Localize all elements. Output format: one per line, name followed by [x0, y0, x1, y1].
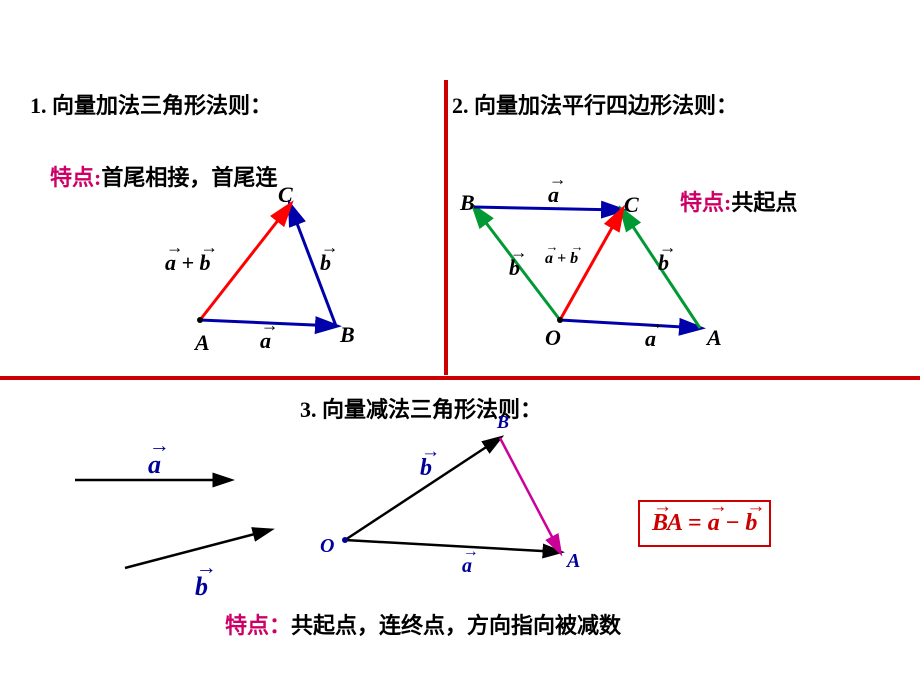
label-a-2top: a [548, 182, 559, 208]
point-C-1: C [278, 182, 293, 208]
point-O-3: O [320, 535, 334, 558]
label-b-1: b [320, 250, 331, 276]
parallelogram-diagram [450, 0, 920, 380]
point-B-3: B [497, 412, 509, 433]
label-b-standalone: b [195, 572, 208, 602]
slide-container: 1. 向量加法三角形法则： 特点:首尾相接，首尾连 A B C a b a + … [0, 0, 920, 690]
vector-BA-sub [500, 438, 560, 552]
label-a-sub: a [462, 555, 472, 578]
point-A-3: A [567, 550, 580, 573]
triangle-sub-diagram [300, 410, 620, 630]
feature-prefix-3: 特点： [225, 613, 291, 638]
feature-text-3: 共起点，连终点，方向指向被减数 [291, 613, 621, 638]
label-ab-1: a + b [165, 250, 211, 276]
point-A-1: A [195, 330, 210, 356]
vector-OA [560, 320, 700, 328]
label-a-1: a [260, 328, 271, 354]
label-b-sub: b [420, 455, 432, 482]
vector-ab-AC [200, 205, 290, 320]
label-ab-2: a + b [545, 250, 578, 268]
label-a-standalone: a [148, 450, 161, 480]
vector-OA-sub [345, 540, 560, 552]
formula-BA: BA = a − b [638, 500, 771, 547]
point-O-2: O [545, 325, 561, 351]
label-a-2bot: a [645, 326, 656, 352]
label-b-2right: b [658, 250, 669, 276]
section3-feature: 特点：共起点，连终点，方向指向被减数 [225, 608, 621, 640]
point-B-2: B [460, 190, 475, 216]
point-A-2: A [707, 325, 722, 351]
point-B-1: B [340, 322, 355, 348]
point-C-2: C [624, 192, 639, 218]
triangle-add-diagram [0, 0, 460, 380]
label-b-2left: b [509, 255, 520, 281]
